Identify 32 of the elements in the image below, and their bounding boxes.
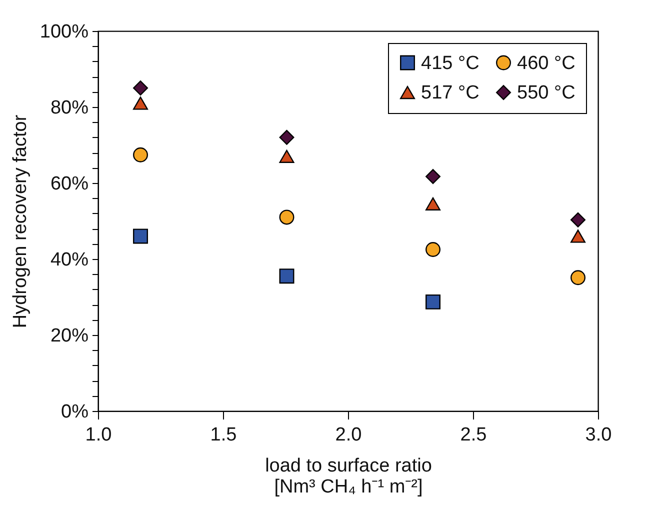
point [279, 268, 294, 284]
y-axis-title: Hydrogen recovery factor [10, 114, 31, 328]
point [279, 210, 294, 225]
legend-label: 550 °C [517, 82, 576, 104]
point [133, 80, 148, 96]
legend-label: 415 °C [421, 52, 480, 74]
y-tick-label: 40% [50, 250, 89, 270]
x-tick-label: 1.0 [85, 424, 112, 446]
x-tick-label: 2.5 [460, 424, 487, 446]
point [133, 147, 148, 162]
legend-label: 517 °C [421, 82, 480, 104]
point [279, 130, 294, 145]
point [133, 228, 148, 244]
y-tick-label: 20% [50, 326, 89, 346]
point [133, 96, 148, 110]
point [426, 242, 440, 257]
point [426, 197, 440, 210]
x-tick-label: 1.5 [210, 424, 237, 446]
legend-label: 460 °C [517, 52, 576, 74]
x-axis-title: load to surface ratio [Nm³ CH₄ h⁻¹ m⁻²] [265, 456, 432, 498]
point [570, 212, 586, 228]
x-tick-label: 2.0 [335, 424, 362, 446]
y-tick-label: 100% [40, 22, 89, 42]
point [426, 294, 440, 310]
x-tick-label: 3.0 [585, 424, 612, 446]
y-tick-label: 60% [50, 174, 89, 194]
point [570, 230, 586, 243]
point [570, 270, 586, 286]
point [279, 150, 294, 163]
y-tick-label: 80% [50, 98, 89, 118]
y-tick-label: 0% [61, 402, 89, 422]
point [426, 169, 440, 184]
